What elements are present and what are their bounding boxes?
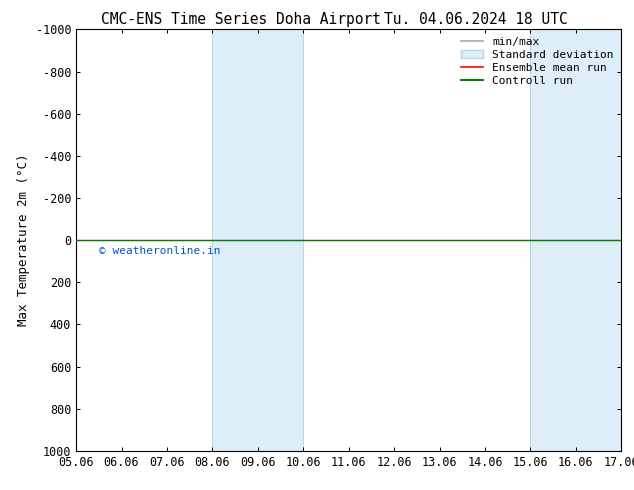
Text: © weatheronline.in: © weatheronline.in (99, 246, 220, 256)
Legend: min/max, Standard deviation, Ensemble mean run, Controll run: min/max, Standard deviation, Ensemble me… (459, 35, 616, 88)
Text: CMC-ENS Time Series Doha Airport: CMC-ENS Time Series Doha Airport (101, 12, 381, 27)
Y-axis label: Max Temperature 2m (°C): Max Temperature 2m (°C) (17, 154, 30, 326)
Bar (212, 29, 303, 451)
Bar (531, 29, 621, 451)
Text: Tu. 04.06.2024 18 UTC: Tu. 04.06.2024 18 UTC (384, 12, 567, 27)
